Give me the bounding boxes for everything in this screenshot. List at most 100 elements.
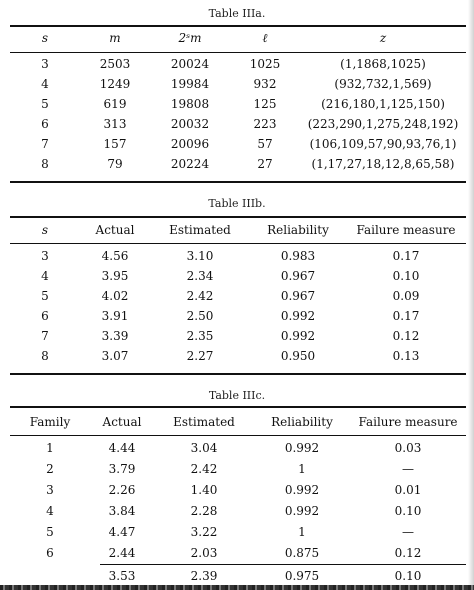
- table-c-body: 1 4.44 3.04 0.992 0.03 2 3.79 2.42 1 — 3 2.26 1.40…: [10, 437, 466, 563]
- table-c-header-cell: Family: [29, 415, 71, 429]
- table-b-header-rule: [10, 243, 466, 244]
- table-b-header-row: s Actual Estimated Reliability Failure m…: [10, 220, 466, 240]
- table-cell: 0.13: [392, 349, 420, 363]
- table-a-header-row: s m 2ˢm ℓ z: [10, 28, 466, 48]
- table-a-header-cell: ℓ: [262, 31, 268, 45]
- table-cell: 2.35: [186, 329, 214, 343]
- table-cell: (106,109,57,90,93,76,1): [309, 137, 457, 151]
- table-a-header-rule: [10, 52, 466, 53]
- table-cell: 3: [41, 249, 49, 263]
- table-cell: (216,180,1,125,150): [321, 97, 445, 111]
- table-cell: 932: [253, 77, 277, 91]
- table-cell: [10, 566, 90, 586]
- table-row: 8 3.07 2.27 0.950 0.13: [10, 346, 466, 366]
- table-cell: 4: [41, 77, 49, 91]
- table-cell: 1025: [249, 57, 281, 71]
- table-row: 7 3.39 2.35 0.992 0.12: [10, 326, 466, 346]
- table-row: 4 3.95 2.34 0.967 0.10: [10, 266, 466, 286]
- table-cell: 2503: [99, 57, 131, 71]
- table-cell: 0.967: [280, 269, 316, 283]
- table-cell: 3.84: [108, 503, 136, 518]
- table-cell: 0.09: [392, 289, 420, 303]
- table-b-bottom-rule: [10, 373, 466, 375]
- table-cell: 125: [253, 97, 277, 111]
- table-cell: 1.40: [190, 482, 218, 497]
- table-c-header-cell: Actual: [102, 415, 142, 429]
- table-cell: 619: [103, 97, 127, 111]
- table-row: 8 79 20224 27 (1,17,27,18,12,8,65,58): [10, 154, 466, 174]
- table-cell: 2.44: [108, 545, 136, 560]
- table-cell: 8: [41, 349, 49, 363]
- table-cell: 3.95: [101, 269, 129, 283]
- table-cell: 0.17: [392, 249, 420, 263]
- table-row: 6 313 20032 223 (223,290,1,275,248,192): [10, 114, 466, 134]
- table-cell: 2: [46, 461, 54, 476]
- table-b-header-cell: Failure measure: [356, 223, 456, 237]
- table-cell: 0.992: [284, 440, 320, 455]
- table-cell: 0.967: [280, 289, 316, 303]
- table-cell: 4.02: [101, 289, 129, 303]
- table-cell: 0.17: [392, 309, 420, 323]
- table-row: 2 3.79 2.42 1 —: [10, 458, 466, 479]
- page-edge-shadow: [468, 0, 474, 590]
- table-a: s m 2ˢm ℓ z: [10, 28, 466, 48]
- table-cell: 0.10: [394, 569, 422, 583]
- table-cell: —: [402, 461, 414, 476]
- table-cell: 8: [41, 157, 49, 171]
- table-cell: 1: [298, 524, 306, 539]
- table-summary-row: 3.53 2.39 0.975 0.10: [10, 566, 466, 586]
- table-cell: 4.44: [108, 440, 136, 455]
- table-cell: 20024: [170, 57, 210, 71]
- table-b-header-cell: s: [41, 223, 49, 237]
- table-cell: 20224: [170, 157, 210, 171]
- table-a-header-cell: z: [379, 31, 387, 45]
- table-b-caption: Table IIIb.: [208, 197, 266, 210]
- table-cell: (932,732,1,569): [334, 77, 432, 91]
- table-cell: 1: [46, 440, 54, 455]
- table-cell: 313: [103, 117, 127, 131]
- table-row: 3 2503 20024 1025 (1,1868,1025): [10, 54, 466, 74]
- table-b: s Actual Estimated Reliability Failure m…: [10, 220, 466, 240]
- table-a-caption: Table IIIa.: [208, 7, 266, 20]
- table-cell: (1,1868,1025): [340, 57, 426, 71]
- table-cell: 2.50: [186, 309, 214, 323]
- table-b-header-cell: Actual: [95, 223, 135, 237]
- table-cell: 27: [257, 157, 273, 171]
- table-row: 5 4.02 2.42 0.967 0.09: [10, 286, 466, 306]
- table-cell: 19984: [170, 77, 210, 91]
- table-cell: 0.950: [280, 349, 316, 363]
- table-a-top-rule: [10, 25, 466, 27]
- table-c-summary-rule: [100, 564, 466, 565]
- table-c-summary: 3.53 2.39 0.975 0.10: [10, 566, 466, 586]
- table-b-top-rule: [10, 216, 466, 218]
- table-cell: 2.42: [190, 461, 218, 476]
- table-b-body: 3 4.56 3.10 0.983 0.17 4 3.95 2.34 0.967 0.10 5 4…: [10, 246, 466, 366]
- table-cell: 0.01: [394, 482, 422, 497]
- table-row: 4 1249 19984 932 (932,732,1,569): [10, 74, 466, 94]
- table-cell: 3.53: [108, 569, 136, 583]
- table-cell: 1: [298, 461, 306, 476]
- table-cell: 2.28: [190, 503, 218, 518]
- table-cell: 5: [41, 97, 49, 111]
- table-cell: 3.10: [186, 249, 214, 263]
- table-cell: 1249: [99, 77, 131, 91]
- table-c-caption: Table IIIc.: [208, 389, 266, 402]
- table-cell: 6: [46, 545, 54, 560]
- table-row: 4 3.84 2.28 0.992 0.10: [10, 500, 466, 521]
- table-cell: 4: [46, 503, 54, 518]
- table-a-header-cell: s: [41, 31, 49, 45]
- table-cell: 0.12: [392, 329, 420, 343]
- table-cell: 20032: [170, 117, 210, 131]
- table-c: Family Actual Estimated Reliability Fail…: [10, 412, 466, 432]
- table-a-header-cell: 2ˢm: [178, 31, 202, 45]
- table-cell: 3.91: [101, 309, 129, 323]
- table-row: 5 619 19808 125 (216,180,1,125,150): [10, 94, 466, 114]
- table-cell: 3: [41, 57, 49, 71]
- table-c-top-rule: [10, 406, 466, 408]
- table-cell: 0.10: [392, 269, 420, 283]
- table-cell: 2.34: [186, 269, 214, 283]
- table-c-header-cell: Estimated: [173, 415, 235, 429]
- table-row: 3 4.56 3.10 0.983 0.17: [10, 246, 466, 266]
- table-cell: 2.39: [190, 569, 218, 583]
